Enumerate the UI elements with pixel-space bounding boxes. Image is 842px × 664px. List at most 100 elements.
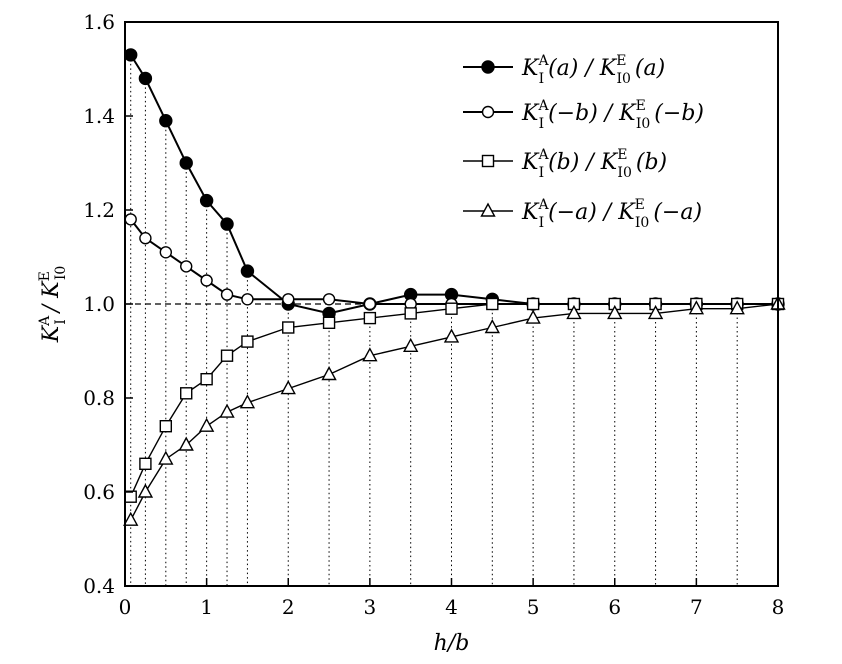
y-tick-label: 1.6 xyxy=(83,10,115,34)
y-axis-title-sup: A xyxy=(37,315,53,327)
data-point xyxy=(280,380,296,395)
data-point xyxy=(322,293,336,306)
legend-label-part: (−b) xyxy=(654,101,704,126)
legend-label-part: I xyxy=(539,215,545,231)
data-point xyxy=(124,490,137,503)
legend-label-part: A xyxy=(537,53,549,69)
x-tick-label: 3 xyxy=(364,595,377,619)
legend-label-part: A xyxy=(537,197,549,213)
data-point xyxy=(282,321,295,334)
series-1 xyxy=(124,48,785,321)
x-tick-label: 8 xyxy=(772,595,785,619)
series-layer xyxy=(123,48,786,526)
legend-label-part: (a) xyxy=(635,56,665,81)
y-tick-label: 0.6 xyxy=(83,480,115,504)
legend-label-part: I0 xyxy=(635,215,649,231)
series-4 xyxy=(123,295,786,526)
x-tick-label: 4 xyxy=(445,595,458,619)
legend-label-part: / K xyxy=(597,200,636,225)
y-axis-title-sep: / xyxy=(39,298,64,319)
data-point xyxy=(404,307,417,320)
legend-label-part: I xyxy=(539,71,545,87)
x-tick-label: 0 xyxy=(119,595,132,619)
dotted-guide-lines xyxy=(130,54,779,586)
data-point xyxy=(200,373,213,386)
x-tick-label: 1 xyxy=(200,595,213,619)
data-point xyxy=(178,436,194,451)
data-point xyxy=(159,113,173,128)
data-point xyxy=(443,328,460,343)
data-point xyxy=(137,483,154,498)
y-tick-label: 0.8 xyxy=(83,386,115,410)
y-tick-label: 1.4 xyxy=(83,104,115,128)
data-point xyxy=(180,260,193,273)
data-point xyxy=(139,457,152,470)
data-point xyxy=(180,387,193,400)
data-point xyxy=(241,293,254,306)
legend-label-part: I0 xyxy=(616,71,630,87)
data-point xyxy=(363,297,377,311)
legend-marker xyxy=(481,105,495,119)
y-tick-label: 0.4 xyxy=(83,574,115,598)
legend-marker xyxy=(481,154,495,168)
y-axis-title-base2: K xyxy=(39,280,64,299)
series-line xyxy=(130,303,778,497)
data-point xyxy=(158,450,174,465)
legend-label-part: E xyxy=(636,98,646,114)
y-axis-title-base: K xyxy=(39,324,64,343)
data-point xyxy=(198,417,215,432)
data-point xyxy=(124,213,137,226)
y-tick-label: 1.0 xyxy=(83,292,115,316)
legend-label-part: K xyxy=(521,56,540,81)
legend-label-part: I0 xyxy=(617,165,631,181)
series-line xyxy=(129,54,778,315)
data-point xyxy=(138,71,153,86)
y-axis-title-sub2: I0 xyxy=(53,266,69,280)
legend-label-part: / K xyxy=(579,150,618,175)
data-point xyxy=(124,48,138,62)
data-point xyxy=(321,366,337,381)
legend-label-part: E xyxy=(635,197,645,213)
data-point xyxy=(241,335,254,348)
legend-label-part: (b) xyxy=(548,150,579,175)
data-point xyxy=(322,316,336,329)
data-point xyxy=(566,304,582,320)
y-axis-title: KAI / KEI0 xyxy=(37,266,69,344)
data-point xyxy=(607,304,623,320)
x-tick-label: 7 xyxy=(690,595,703,619)
legend-label-part: (a) xyxy=(548,56,578,81)
legend-label-part: (−b) xyxy=(548,101,598,126)
axis-ticks: 0 1 2 3 4 5 6 7 8 0.4 0.6 0.8 1.0 1.2 1.4 1.6 xyxy=(83,10,784,619)
data-point xyxy=(220,288,234,301)
legend-label-part: E xyxy=(616,53,626,69)
legend-label-part: / K xyxy=(598,101,637,126)
legend-marker xyxy=(481,60,495,74)
y-tick-label: 1.2 xyxy=(83,198,115,222)
data-point xyxy=(220,349,234,362)
data-point xyxy=(199,193,214,208)
legend-label-part: (b) xyxy=(636,150,667,175)
x-tick-label: 6 xyxy=(608,595,621,619)
data-point xyxy=(139,231,152,245)
data-point xyxy=(363,311,377,325)
legend-marker xyxy=(480,202,496,217)
data-point xyxy=(239,394,256,409)
series-line xyxy=(130,303,779,521)
data-point xyxy=(445,302,458,315)
legend-label-part: K xyxy=(521,150,540,175)
data-point xyxy=(159,420,173,433)
x-tick-label: 2 xyxy=(282,595,295,619)
legend-label-part: I xyxy=(539,116,545,132)
data-point xyxy=(688,300,705,315)
data-point xyxy=(403,337,419,352)
legend-label-part: I xyxy=(539,165,545,181)
data-point xyxy=(647,304,664,320)
x-axis-title: h/b xyxy=(434,631,470,656)
data-point xyxy=(240,264,255,278)
legend-label: KA I (−b) / KE I0 (−b) xyxy=(521,98,704,132)
series-3 xyxy=(124,297,785,503)
data-point xyxy=(219,403,235,418)
data-point xyxy=(484,319,500,334)
legend-label-part: K xyxy=(521,200,540,225)
